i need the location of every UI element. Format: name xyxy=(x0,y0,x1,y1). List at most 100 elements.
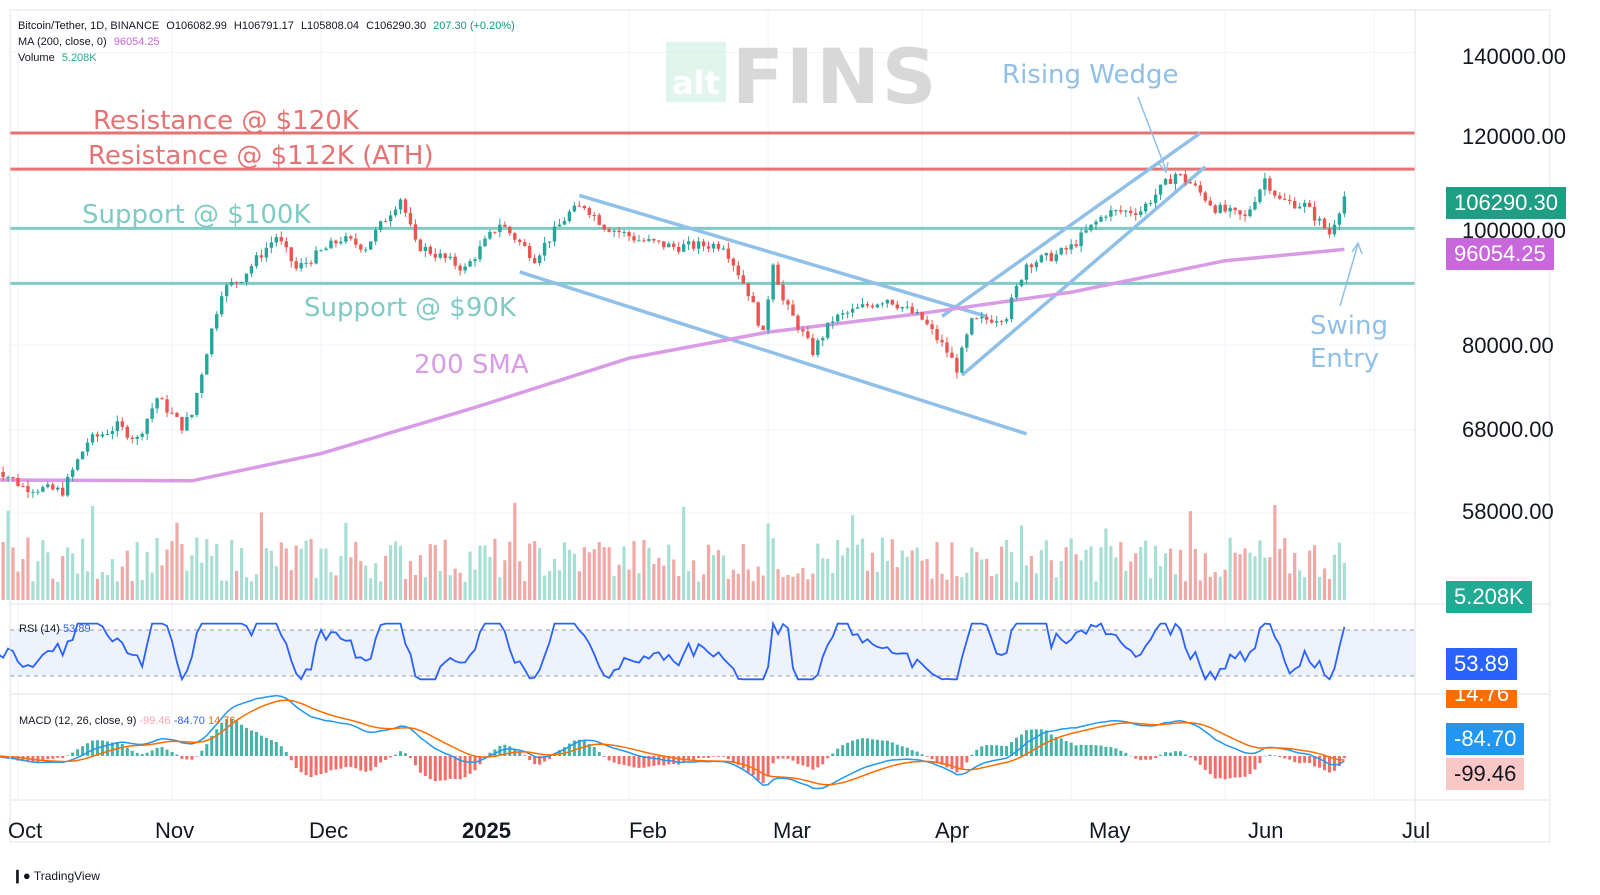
candle-body xyxy=(319,250,323,252)
volume-bar xyxy=(1283,538,1287,600)
macd-hist-bar xyxy=(1109,747,1113,756)
volume-bar xyxy=(836,539,840,600)
candle-body xyxy=(473,259,477,262)
candle-body xyxy=(592,214,596,216)
macd-hist-bar xyxy=(1248,756,1252,774)
macd-hist-bar xyxy=(702,756,706,758)
volume-bar xyxy=(339,555,343,600)
trendline xyxy=(519,270,1027,436)
legend-close: C106290.30 xyxy=(366,20,427,32)
candle-body xyxy=(1124,210,1128,212)
candle-body xyxy=(1084,230,1088,233)
volume-bar xyxy=(696,581,701,600)
candle-body xyxy=(890,299,895,305)
candle-body xyxy=(21,485,25,487)
candle-body xyxy=(205,354,209,375)
candle-body xyxy=(975,318,979,320)
volume-bar xyxy=(1124,570,1128,600)
macd-hist-bar xyxy=(1029,729,1033,756)
candle-body xyxy=(766,299,770,331)
volume-bar xyxy=(1317,577,1322,600)
macd-hist-bar xyxy=(155,747,159,756)
volume-bar xyxy=(557,570,562,600)
macd-hist-bar xyxy=(1084,745,1088,756)
candle-body xyxy=(1014,285,1019,298)
macd-hist-bar xyxy=(960,756,964,769)
candle-body xyxy=(503,224,507,227)
candle-body xyxy=(95,434,100,437)
macd-hist-bar xyxy=(1104,746,1108,756)
macd-hist-bar xyxy=(36,756,40,762)
macd-hist-bar xyxy=(925,756,929,757)
price-badge: 106290.30 xyxy=(1446,187,1566,219)
macd-hist-bar xyxy=(1323,756,1327,771)
macd-hist-bar xyxy=(915,751,919,756)
volume-bar xyxy=(145,551,149,600)
candle-body xyxy=(552,226,557,242)
macd-hist-bar xyxy=(1223,756,1227,780)
volume-bar xyxy=(706,544,711,600)
macd-hist-bar xyxy=(791,756,795,761)
macd-hist-bar xyxy=(1218,756,1222,779)
volume-bar xyxy=(90,506,95,600)
volume-bar xyxy=(508,541,512,600)
volume-bar xyxy=(905,556,909,600)
candle-body xyxy=(46,484,50,488)
macd-hist-bar xyxy=(1129,755,1133,757)
volume-bar xyxy=(880,537,884,600)
candle-body xyxy=(1322,218,1327,229)
volume-bar xyxy=(915,547,919,600)
candle-body xyxy=(75,459,80,470)
volume-bar xyxy=(846,547,850,600)
volume-bar xyxy=(582,547,586,600)
volume-bar xyxy=(304,540,308,600)
volume-bar xyxy=(1144,540,1148,600)
macd-hist-bar xyxy=(562,747,566,756)
macd-hist-bar xyxy=(1005,746,1009,756)
volume-bar xyxy=(1000,546,1004,600)
macd-hist-bar xyxy=(324,756,328,773)
candle-body xyxy=(781,284,785,301)
tradingview-brand[interactable]: ❙● TradingView xyxy=(12,868,100,884)
volume-bar xyxy=(130,581,134,600)
candle-body xyxy=(1198,185,1203,193)
candles xyxy=(1,170,1347,499)
macd-hist-bar xyxy=(135,752,139,756)
volume-bar xyxy=(542,575,547,600)
volume-bar xyxy=(1253,556,1257,600)
candle-body xyxy=(130,437,134,439)
volume-bar xyxy=(597,542,601,600)
volume-bar xyxy=(478,545,482,600)
macd-hist-bar xyxy=(225,719,229,756)
volume-bar xyxy=(1114,557,1118,600)
candle-body xyxy=(200,374,204,393)
trendlines xyxy=(519,96,1363,436)
volume-bar xyxy=(1069,538,1073,600)
tradingview-logo-icon: ❙● xyxy=(12,868,31,883)
candle-body xyxy=(1094,221,1098,225)
volume-bar xyxy=(359,561,363,600)
volume-bar xyxy=(726,578,730,600)
volume-bar xyxy=(617,564,621,600)
candle-body xyxy=(925,319,929,325)
volume-bar xyxy=(731,569,735,600)
macd-hist-bar xyxy=(1079,744,1083,756)
volume-bar xyxy=(1084,549,1088,600)
candle-body xyxy=(677,246,681,252)
volume-bar xyxy=(965,572,969,600)
candle-body xyxy=(845,312,850,314)
macd-hist-bar xyxy=(1213,756,1217,779)
candle-body xyxy=(1024,264,1029,280)
macd-hist-bar xyxy=(438,756,442,781)
candle-body xyxy=(1297,206,1302,209)
candle-body xyxy=(895,304,899,309)
volume-bar xyxy=(269,550,273,600)
volume-bar xyxy=(1188,511,1192,600)
candle-body xyxy=(612,230,616,232)
volume-bar xyxy=(1154,545,1158,600)
candle-body xyxy=(751,296,755,303)
candle-body xyxy=(160,398,164,400)
candle-body xyxy=(1327,228,1332,235)
volume-bar xyxy=(274,566,278,600)
volume-bar xyxy=(761,575,765,600)
